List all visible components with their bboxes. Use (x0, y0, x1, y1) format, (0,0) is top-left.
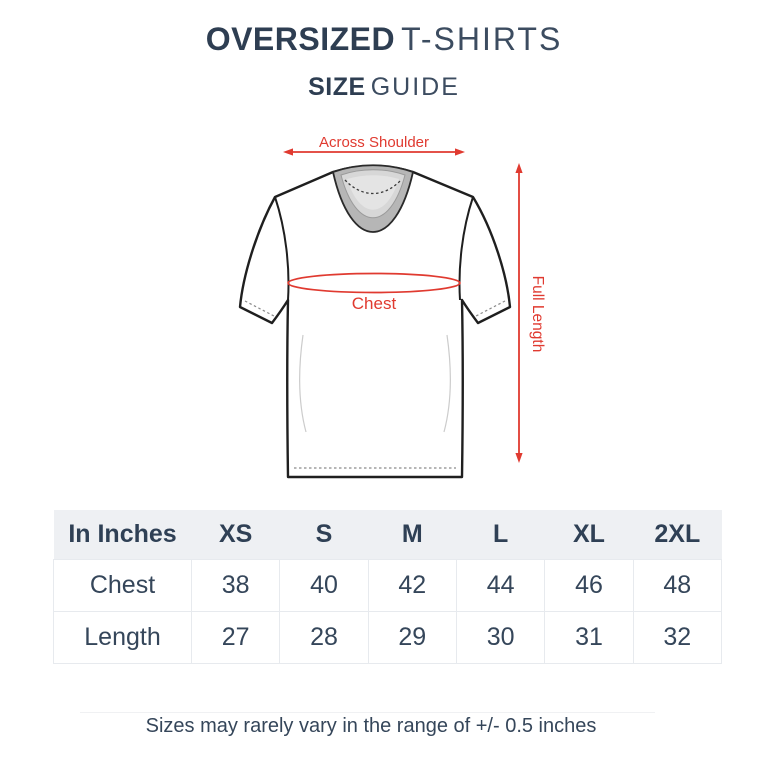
collar-stitching (344, 179, 402, 194)
length-value-m: 29 (367, 610, 457, 664)
chest-measurement-ellipse (287, 272, 461, 294)
full-length-arrowhead-top (515, 163, 523, 173)
full-length-label: Full Length (529, 276, 546, 353)
column-header-s: S (279, 510, 369, 559)
footer-divider (80, 712, 655, 713)
chest-value-l: 44 (455, 558, 546, 612)
table-row-length: Length 27 28 29 30 31 32 (53, 610, 723, 664)
column-header-2xl: 2XL (633, 510, 722, 559)
full-length-arrowhead-bottom (515, 453, 523, 463)
chest-value-xs: 38 (190, 558, 281, 612)
column-header-m: M (368, 510, 457, 559)
chest-label: Chest (352, 294, 397, 313)
chest-value-2xl: 48 (632, 558, 723, 612)
left-fabric-crease (298, 334, 307, 433)
collar-highlight (347, 175, 399, 210)
chest-value-s: 40 (279, 558, 369, 612)
left-armhole-seam (274, 196, 290, 301)
page-subtitle-bold: SIZE (308, 73, 366, 101)
across-shoulder-label: Across Shoulder (319, 134, 429, 151)
right-armhole-seam (458, 196, 474, 301)
right-cuff-stitching (475, 300, 506, 317)
column-header-xl: XL (544, 510, 634, 559)
row-label-chest: Chest (53, 558, 192, 612)
column-header-l: L (456, 510, 545, 559)
length-value-xl: 31 (544, 610, 634, 664)
length-value-l: 30 (455, 610, 546, 664)
column-header-unit: In Inches (53, 510, 192, 559)
length-value-xs: 27 (190, 610, 281, 664)
table-row-chest: Chest 38 40 42 44 46 48 (53, 558, 723, 612)
page-title-light: T-SHIRTS (401, 21, 563, 57)
page-subtitle: SIZE GUIDE (0, 72, 768, 102)
size-chart-table: In Inches XS S M L XL 2XL Chest 38 40 42… (53, 510, 723, 664)
chest-value-xl: 46 (544, 558, 634, 612)
across-shoulder-arrowhead-left (283, 148, 293, 156)
page-subtitle-light: GUIDE (370, 73, 460, 101)
length-value-s: 28 (279, 610, 369, 664)
across-shoulder-arrowhead-right (455, 148, 465, 156)
left-cuff-stitching (244, 300, 275, 317)
tshirt-measurement-diagram: Across Shoulder Chest Full Length (238, 134, 546, 479)
column-header-xs: XS (191, 510, 280, 559)
row-label-length: Length (53, 610, 192, 664)
right-fabric-crease (443, 334, 452, 433)
page-title-bold: OVERSIZED (205, 21, 396, 57)
length-value-2xl: 32 (632, 610, 723, 664)
page-title: OVERSIZED T-SHIRTS (0, 20, 768, 58)
tshirt-outline (238, 164, 512, 479)
chest-value-m: 42 (367, 558, 457, 612)
size-variance-note: Sizes may rarely vary in the range of +/… (145, 715, 597, 737)
size-chart-header-row: In Inches XS S M L XL 2XL (53, 510, 722, 559)
